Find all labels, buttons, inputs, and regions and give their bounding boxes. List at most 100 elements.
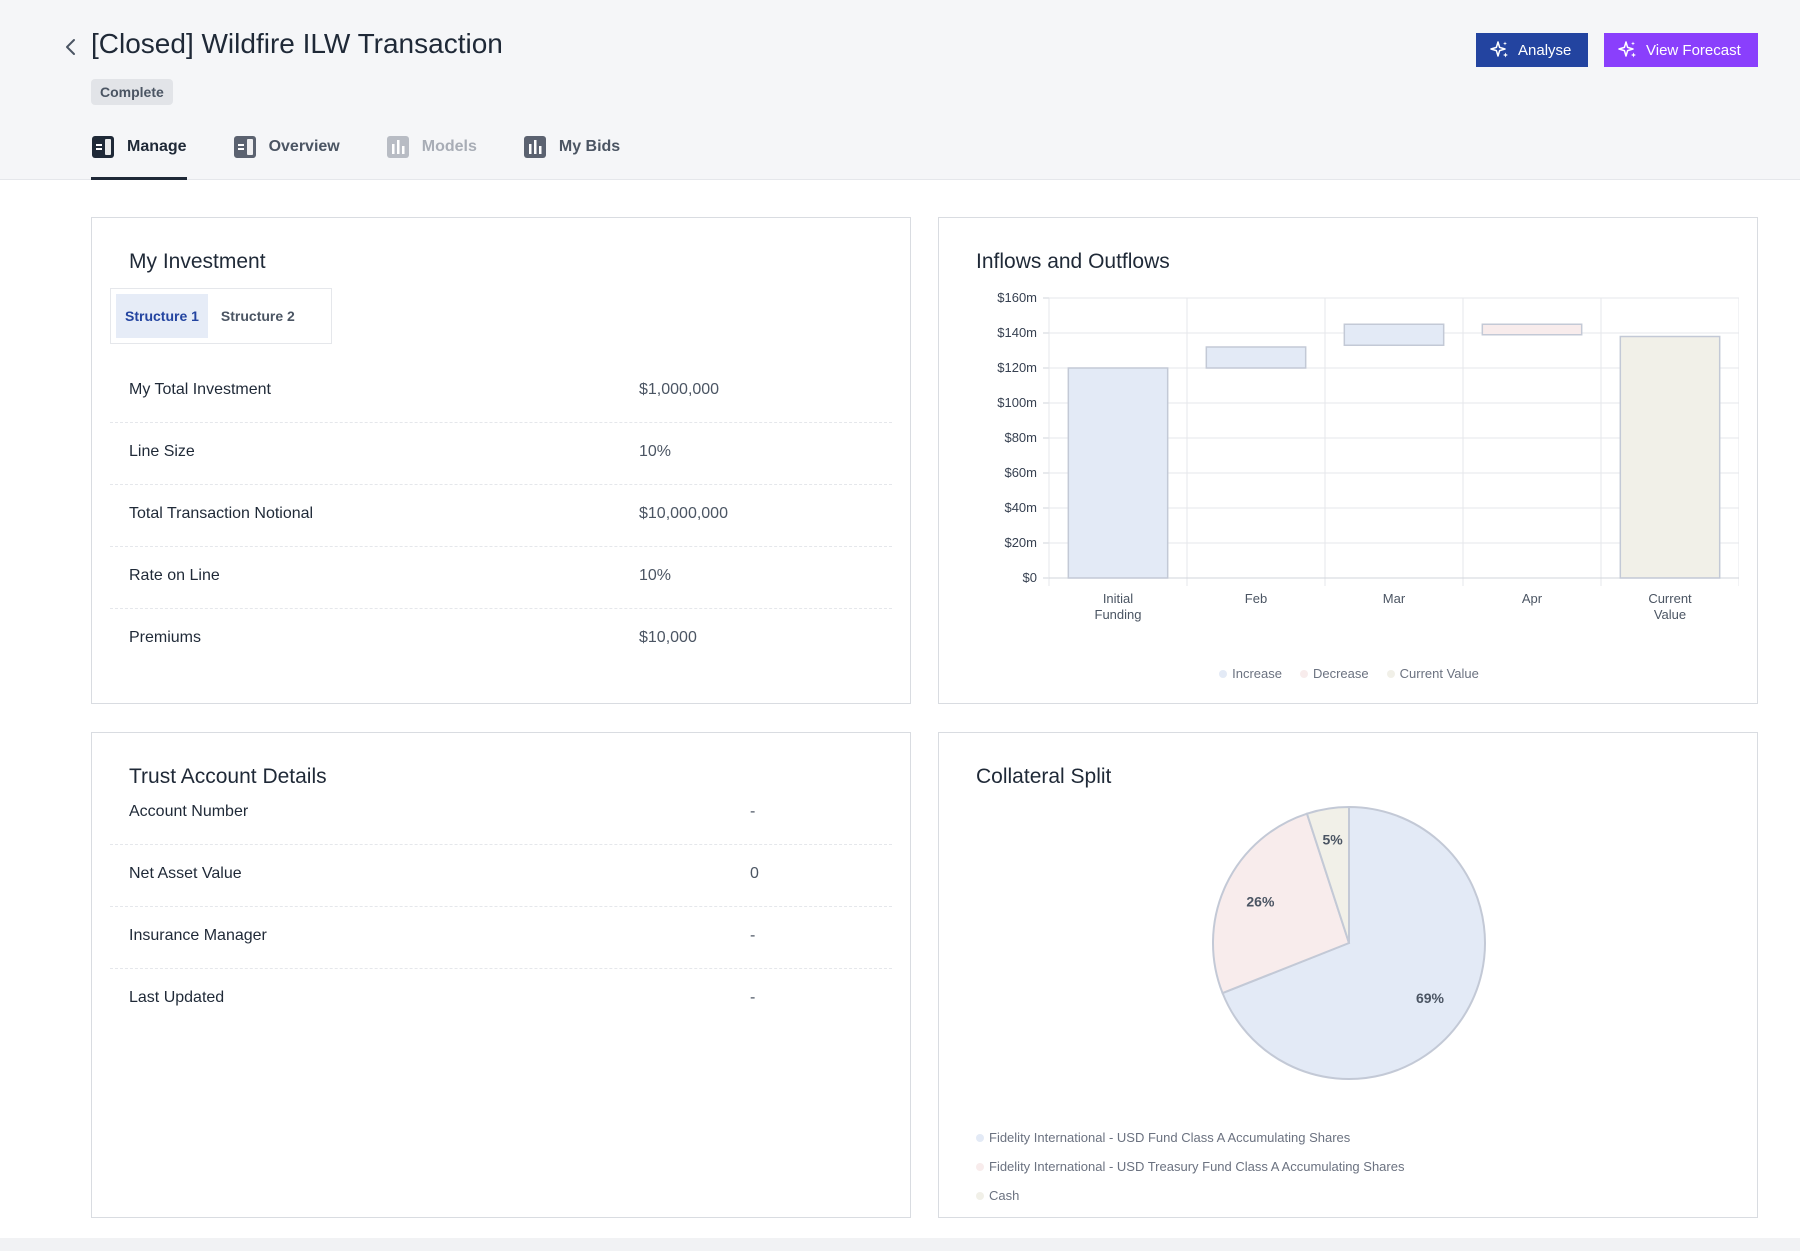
tab-label: Manage [127, 138, 187, 155]
y-tick-label: $100m [997, 395, 1037, 410]
pie-slice-label: 69% [1416, 990, 1445, 1006]
card-title: My Investment [129, 250, 266, 273]
y-tick-label: $120m [997, 360, 1037, 375]
view-forecast-button[interactable]: View Forecast [1604, 33, 1758, 67]
row-label: Insurance Manager [129, 927, 267, 944]
legend-item-cash[interactable]: Cash [976, 1181, 1404, 1210]
row-value: - [750, 803, 756, 820]
y-tick-label: $160m [997, 290, 1037, 305]
list-item: Net Asset Value 0 [110, 845, 892, 907]
pie-slice-label: 26% [1246, 893, 1275, 909]
row-value: - [750, 989, 756, 1006]
trust-account-card: Trust Account Details Account Number - N… [91, 732, 911, 1218]
tab-bar: Manage Overview Models [91, 136, 621, 180]
tab-my-bids[interactable]: My Bids [523, 136, 621, 180]
page-header: [Closed] Wildfire ILW Transaction Comple… [0, 0, 1800, 180]
chevron-left-icon [66, 39, 75, 55]
row-value: 0 [750, 865, 759, 882]
tab-manage[interactable]: Manage [91, 136, 187, 180]
x-tick-label: Value [1654, 607, 1686, 622]
y-tick-label: $80m [1004, 430, 1037, 445]
row-label: My Total Investment [129, 381, 271, 398]
bar-0[interactable] [1067, 367, 1169, 579]
waterfall-chart: $0 $20m $40m $60m $80m $100m $120m $140m $160m In… [997, 290, 1739, 622]
bar-2[interactable] [1343, 323, 1445, 346]
y-tick-label: $0 [1023, 570, 1037, 585]
x-tick-label: Feb [1245, 591, 1267, 606]
y-tick-label: $20m [1004, 535, 1037, 550]
my-investment-card: My Investment Structure 1 Structure 2 My… [91, 217, 911, 704]
list-item: Account Number - [110, 783, 892, 845]
bar-3[interactable] [1481, 323, 1583, 336]
bar-chart-icon [523, 136, 546, 158]
legend-label: Increase [1232, 666, 1282, 681]
row-value: - [750, 927, 756, 944]
legend-item-usd-fund[interactable]: Fidelity International - USD Fund Class … [976, 1123, 1404, 1152]
page-footer [0, 1238, 1800, 1251]
back-button[interactable] [58, 34, 84, 60]
legend-label: Fidelity International - USD Treasury Fu… [989, 1159, 1405, 1174]
tab-label: My Bids [558, 138, 621, 155]
structure-2-tab[interactable]: Structure 2 [220, 308, 295, 324]
pie-slice-1[interactable] [1212, 812, 1351, 995]
pie-chart: 69% 26% 5% [1212, 805, 1486, 1080]
x-tick-label: Mar [1383, 591, 1406, 606]
legend-swatch [976, 1162, 984, 1171]
legend-label: Fidelity International - USD Fund Class … [989, 1130, 1351, 1145]
list-item: My Total Investment $1,000,000 [110, 361, 892, 423]
x-tick-label: Initial [1103, 591, 1133, 606]
trust-details-list: Account Number - Net Asset Value 0 Insur… [110, 783, 892, 1031]
investment-details-list: My Total Investment $1,000,000 Line Size… [110, 361, 892, 671]
bar-4[interactable] [1619, 335, 1721, 579]
tab-label: Models [421, 138, 477, 155]
structure-switcher: Structure 1 Structure 2 [110, 288, 332, 344]
list-item: Total Transaction Notional $10,000,000 [110, 485, 892, 547]
row-value: 10% [639, 567, 672, 584]
row-label: Net Asset Value [129, 865, 242, 882]
row-label: Premiums [129, 629, 202, 646]
legend-item-decrease[interactable]: Decrease [1299, 666, 1369, 681]
tab-label: Overview [268, 138, 340, 155]
list-item: Rate on Line 10% [110, 547, 892, 609]
legend-label: Current Value [1399, 666, 1479, 681]
panel-icon [92, 136, 114, 158]
structure-1-tab[interactable]: Structure 1 [116, 294, 208, 338]
sparkle-icon [1490, 41, 1508, 58]
tab-models[interactable]: Models [386, 136, 477, 180]
collateral-split-card: Collateral Split 69% 26% 5% Fidelity Inter… [938, 732, 1758, 1218]
row-value: $1,000,000 [639, 381, 720, 398]
y-tick-label: $140m [997, 325, 1037, 340]
card-title: Trust Account Details [129, 765, 327, 788]
legend-label: Decrease [1312, 666, 1369, 681]
y-tick-label: $60m [1004, 465, 1037, 480]
legend-swatch [976, 1191, 984, 1200]
legend-item-increase[interactable]: Increase [1219, 666, 1282, 681]
row-label: Account Number [129, 803, 249, 820]
x-tick-label: Apr [1522, 591, 1543, 606]
analyse-label: Analyse [1518, 41, 1572, 59]
card-title: Inflows and Outflows [976, 250, 1170, 273]
analyse-button[interactable]: Analyse [1476, 33, 1588, 67]
pie-slice-label: 5% [1323, 832, 1344, 848]
inflows-outflows-card: Inflows and Outflows $0 $20m $40m $60m $80m $… [938, 217, 1758, 704]
x-tick-label: Funding [1095, 607, 1142, 622]
pie-slice-0[interactable] [1221, 805, 1486, 1080]
list-item: Insurance Manager - [110, 907, 892, 969]
chart-legend: Fidelity International - USD Fund Class … [976, 1123, 1404, 1210]
row-value: $10,000 [639, 629, 697, 646]
legend-item-current-value[interactable]: Current Value [1386, 666, 1479, 681]
card-title: Collateral Split [976, 765, 1112, 788]
row-value: $10,000,000 [639, 505, 728, 522]
pie-slice-2[interactable] [1305, 805, 1350, 944]
view-forecast-label: View Forecast [1646, 41, 1741, 59]
bar-1[interactable] [1205, 346, 1307, 369]
x-tick-label: Current [1648, 591, 1692, 606]
row-label: Last Updated [129, 989, 225, 1006]
chart-legend: Increase Decrease Current Value [939, 666, 1759, 681]
tab-overview[interactable]: Overview [233, 136, 340, 180]
row-label: Total Transaction Notional [129, 505, 314, 522]
list-item: Line Size 10% [110, 423, 892, 485]
legend-item-usd-treasury-fund[interactable]: Fidelity International - USD Treasury Fu… [976, 1152, 1404, 1181]
list-item: Last Updated - [110, 969, 892, 1031]
sparkle-icon [1618, 41, 1636, 58]
